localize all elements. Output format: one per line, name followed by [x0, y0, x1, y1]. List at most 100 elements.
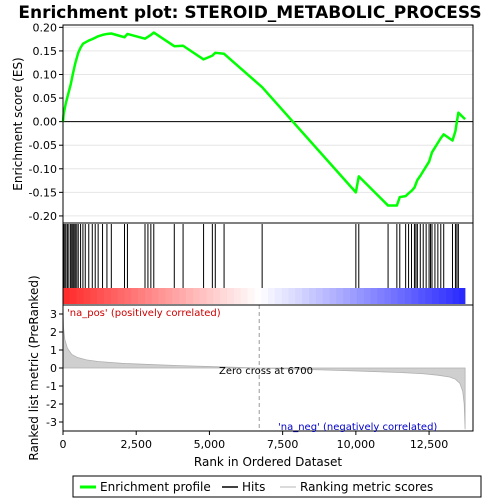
- rank-band-segment: [329, 288, 337, 304]
- metric-y-tick-label: 2: [50, 326, 57, 339]
- es-y-tick-label: -0.10: [29, 163, 57, 176]
- metric-y-tick-label: 1: [50, 344, 57, 357]
- es-y-tick-label: 0.00: [33, 116, 58, 129]
- rank-band-segment: [377, 288, 385, 304]
- rank-band-segment: [356, 288, 364, 304]
- es-y-tick-label: 0.15: [33, 45, 58, 58]
- rank-band-segment: [151, 288, 159, 304]
- rank-band-segment: [302, 288, 310, 304]
- rank-band-segment: [274, 288, 282, 304]
- legend-hits-label: Hits: [242, 480, 265, 494]
- rank-band-segment: [336, 288, 344, 304]
- rank-band-segment: [131, 288, 139, 304]
- rank-band-segment: [391, 288, 399, 304]
- rank-band-segment: [138, 288, 146, 304]
- rank-band-segment: [233, 288, 241, 304]
- rank-band-segment: [199, 288, 207, 304]
- x-axis-label: Rank in Ordered Dataset: [194, 455, 342, 469]
- rank-band-segment: [117, 288, 125, 304]
- pos-correlated-label: 'na_pos' (positively correlated): [67, 308, 221, 319]
- rank-band-segment: [240, 288, 248, 304]
- rank-band-segment: [69, 288, 77, 304]
- hit-marks: [63, 224, 459, 288]
- x-tick-label: 7,500: [267, 438, 299, 451]
- rank-band-segment: [445, 288, 453, 304]
- rank-band-segment: [343, 288, 351, 304]
- metric-y-tick-label: 3: [50, 308, 57, 321]
- rank-band-segment: [145, 288, 153, 304]
- rank-band-segment: [83, 288, 91, 304]
- rank-band-segment: [213, 288, 221, 304]
- x-tick-label: 10,000: [337, 438, 376, 451]
- rank-band-segment: [363, 288, 371, 304]
- rank-band-segment: [206, 288, 214, 304]
- rank-band-segment: [411, 288, 419, 304]
- legend-enrichment-label: Enrichment profile: [100, 480, 211, 494]
- es-y-tick-label: -0.15: [29, 186, 57, 199]
- metric-y-ticks: -3 -2 -1 0 1 2 3: [46, 308, 63, 429]
- rank-band-segment: [104, 288, 112, 304]
- metric-y-axis-label: Ranked list metric (PreRanked): [27, 275, 41, 460]
- rank-band-segment: [350, 288, 358, 304]
- rank-band-segment: [179, 288, 187, 304]
- rank-band-segment: [432, 288, 440, 304]
- metric-y-tick-label: -2: [46, 398, 57, 411]
- metric-panel-frame: [62, 304, 474, 432]
- rank-band-segment: [438, 288, 446, 304]
- enrichment-profile-line: [61, 31, 466, 207]
- hits-band: [63, 288, 466, 304]
- legend: Enrichment profile Hits Ranking metric s…: [72, 475, 482, 498]
- chart-title: Enrichment plot: STEROID_METABOLIC_PROCE…: [18, 3, 481, 23]
- rank-band-segment: [397, 288, 405, 304]
- es-y-tick-label: 0.20: [33, 21, 58, 34]
- rank-band-segment: [404, 288, 412, 304]
- rank-band-segment: [315, 288, 323, 304]
- rank-band-segment: [227, 288, 235, 304]
- es-y-tick-label: -0.20: [29, 210, 57, 223]
- rank-band-segment: [322, 288, 330, 304]
- es-panel-frame: [62, 24, 474, 224]
- rank-band-segment: [90, 288, 98, 304]
- rank-band-segment: [309, 288, 317, 304]
- rank-band-segment: [288, 288, 296, 304]
- rank-band-segment: [186, 288, 194, 304]
- rank-band-segment: [192, 288, 200, 304]
- metric-plot-area: [62, 305, 466, 431]
- rank-band-segment: [425, 288, 433, 304]
- x-tick-label: 2,500: [120, 438, 152, 451]
- rank-band-segment: [124, 288, 132, 304]
- rank-band-segment: [76, 288, 84, 304]
- rank-band-segment: [63, 288, 71, 304]
- es-plot-area: [61, 31, 473, 207]
- legend-frame: [72, 475, 482, 498]
- rank-band-segment: [165, 288, 173, 304]
- metric-y-tick-label: -3: [46, 416, 57, 429]
- rank-band-segment: [261, 288, 269, 304]
- zero-cross-label: Zero cross at 6700: [219, 366, 313, 377]
- rank-band-segment: [281, 288, 289, 304]
- es-y-axis-label: Enrichment score (ES): [11, 57, 25, 190]
- x-tick-label: 5,000: [194, 438, 226, 451]
- es-y-tick-label: 0.05: [33, 92, 58, 105]
- ranking-metric-area: [62, 308, 466, 430]
- rank-band-segment: [247, 288, 255, 304]
- rank-band-segment: [384, 288, 392, 304]
- x-tick-label: 12,500: [410, 438, 449, 451]
- rank-band-segment: [268, 288, 276, 304]
- x-axis-ticks: 0 2,500 5,000 7,500 10,000 12,500: [60, 431, 449, 451]
- rank-band-segment: [370, 288, 378, 304]
- rank-band-segment: [97, 288, 105, 304]
- rank-band-segment: [418, 288, 426, 304]
- metric-y-tick-label: 0: [50, 362, 57, 375]
- rank-band-segment: [110, 288, 118, 304]
- rank-band-segment: [172, 288, 180, 304]
- es-y-tick-label: -0.05: [29, 139, 57, 152]
- es-y-ticks: -0.20 -0.15 -0.10 -0.05 0.00 0.05 0.10 0.15 0.20: [29, 21, 63, 223]
- es-y-tick-label: 0.10: [33, 69, 58, 82]
- x-tick-label: 0: [60, 438, 67, 451]
- metric-y-tick-label: -1: [46, 380, 57, 393]
- rank-band-segment: [295, 288, 303, 304]
- rank-band-segment: [254, 288, 262, 304]
